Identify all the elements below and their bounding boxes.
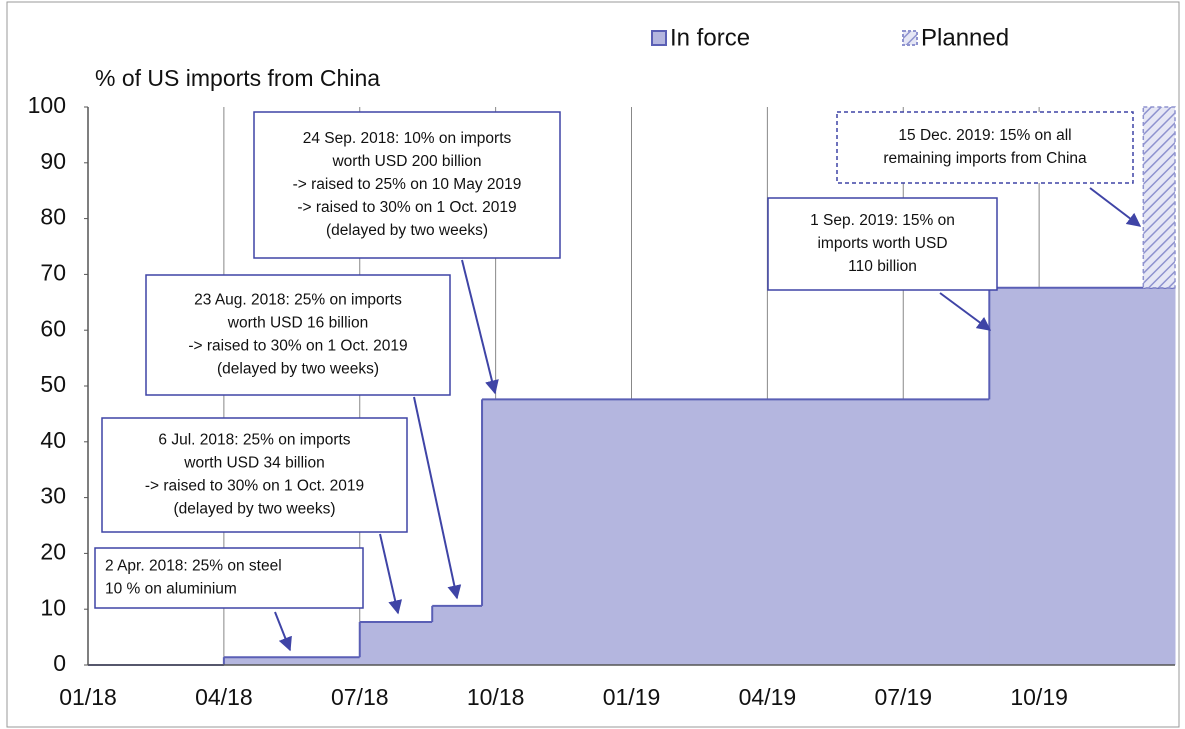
y-axis-label: % of US imports from China	[95, 65, 380, 91]
annotation-arrow	[274, 611, 292, 652]
legend-swatch	[651, 30, 667, 46]
step-area	[432, 605, 483, 665]
annotation-text: 110 billion	[848, 258, 917, 275]
step-area	[1143, 287, 1176, 665]
annotation-text: imports worth USD	[817, 235, 947, 252]
y-tick-label: 70	[40, 259, 66, 285]
annotation-box	[101, 417, 408, 533]
annotation-arrow	[939, 292, 992, 331]
annotation-text: (delayed by two weeks)	[326, 222, 488, 239]
x-tick-label: 01/19	[603, 684, 661, 710]
x-tick-label: 07/19	[874, 684, 932, 710]
annotation-text: -> raised to 30% on 1 Oct. 2019	[297, 199, 516, 216]
x-tick-label: 01/18	[59, 684, 117, 710]
annotation-arrow	[413, 396, 462, 600]
step-area	[482, 399, 990, 665]
annotation-box	[836, 111, 1134, 184]
annotation-text: (delayed by two weeks)	[174, 501, 336, 518]
annotation-text: 23 Aug. 2018: 25% on imports	[194, 292, 402, 309]
x-tick-label: 10/18	[467, 684, 525, 710]
annotation-text: -> raised to 25% on 10 May 2019	[293, 176, 522, 193]
annotation-text: -> raised to 30% on 1 Oct. 2019	[145, 478, 364, 495]
annotation-text: remaining imports from China	[883, 150, 1087, 167]
frame	[6, 1, 1180, 728]
y-tick-label: 0	[53, 650, 66, 676]
y-tick-label: 100	[28, 92, 66, 118]
y-tick-label: 50	[40, 371, 66, 397]
annotation-arrow	[379, 533, 403, 615]
annotation-text: worth USD 34 billion	[183, 455, 324, 472]
y-tick-label: 80	[40, 204, 66, 230]
legend-label: In force	[670, 24, 750, 51]
y-tick-label: 20	[40, 538, 66, 564]
x-tick-label: 10/19	[1010, 684, 1068, 710]
y-tick-label: 40	[40, 427, 66, 453]
step-area	[359, 622, 433, 665]
annotation-text: 2 Apr. 2018: 25% on steel	[105, 558, 282, 575]
annotation-text: -> raised to 30% on 1 Oct. 2019	[188, 338, 407, 355]
x-tick-label: 04/19	[739, 684, 797, 710]
annotation-box	[145, 274, 451, 396]
annotation-text: 24 Sep. 2018: 10% on imports	[303, 130, 512, 147]
annotation-box	[767, 197, 998, 291]
annotation-text: worth USD 16 billion	[227, 315, 368, 332]
annotation-text: 15 Dec. 2019: 15% on all	[898, 127, 1071, 144]
annotation-box	[94, 547, 364, 609]
y-tick-label: 60	[40, 315, 66, 341]
annotation-text: (delayed by two weeks)	[217, 361, 379, 378]
annotation-text: worth USD 200 billion	[331, 153, 481, 170]
y-tick-label: 90	[40, 148, 66, 174]
legend-swatch	[902, 30, 918, 46]
legend-label: Planned	[921, 24, 1009, 51]
annotation-arrow	[1089, 187, 1142, 227]
y-tick-label: 10	[40, 594, 66, 620]
annotation-box	[253, 111, 561, 259]
step-area	[989, 287, 1144, 665]
annotation-text: 6 Jul. 2018: 25% on imports	[158, 432, 350, 449]
step-area	[223, 657, 361, 665]
annotation-text: 10 % on aluminium	[105, 581, 237, 598]
annotation-text: 1 Sep. 2019: 15% on	[810, 212, 955, 229]
x-tick-label: 04/18	[195, 684, 253, 710]
planned-area	[1142, 106, 1176, 289]
y-tick-label: 30	[40, 483, 66, 509]
annotation-arrow	[461, 259, 499, 395]
x-tick-label: 07/18	[331, 684, 389, 710]
